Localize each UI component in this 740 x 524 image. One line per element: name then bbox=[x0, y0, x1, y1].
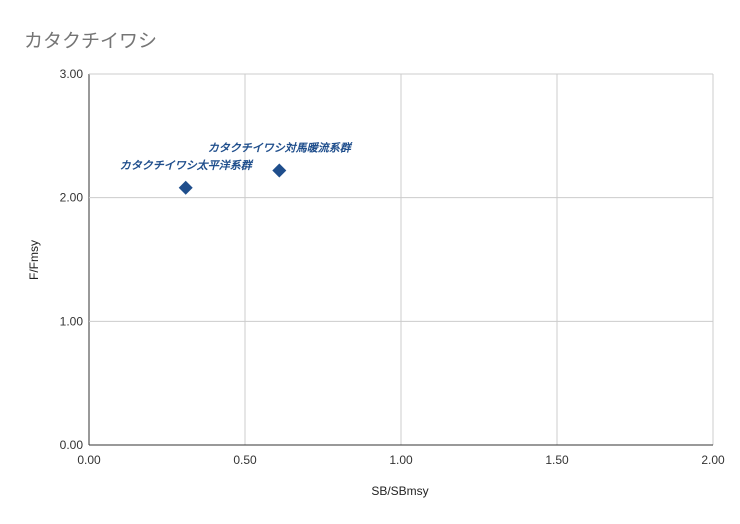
chart-title: カタクチイワシ bbox=[24, 30, 158, 52]
tick-labels: 0.00 0.50 1.00 1.50 2.00 0.00 1.00 2.00 3.00 bbox=[60, 67, 725, 467]
x-tick-label: 0.50 bbox=[233, 453, 257, 467]
data-points: カタクチイワシ太平洋系群 カタクチイワシ対馬暖流系群 bbox=[120, 141, 353, 195]
y-tick-label: 3.00 bbox=[60, 67, 84, 81]
y-tick-label: 0.00 bbox=[60, 438, 84, 452]
x-tick-label: 1.00 bbox=[389, 453, 413, 467]
y-tick-label: 2.00 bbox=[60, 191, 84, 205]
point-label: カタクチイワシ太平洋系群 bbox=[120, 159, 254, 172]
x-axis-label: SB/SBmsy bbox=[371, 484, 429, 498]
scatter-point bbox=[272, 163, 287, 178]
x-tick-label: 0.00 bbox=[77, 453, 101, 467]
y-tick-label: 1.00 bbox=[60, 314, 84, 328]
point-label: カタクチイワシ対馬暖流系群 bbox=[208, 141, 353, 154]
x-tick-label: 2.00 bbox=[701, 453, 725, 467]
scatter-point bbox=[178, 180, 193, 195]
grid-lines bbox=[88, 73, 714, 446]
x-tick-label: 1.50 bbox=[545, 453, 569, 467]
